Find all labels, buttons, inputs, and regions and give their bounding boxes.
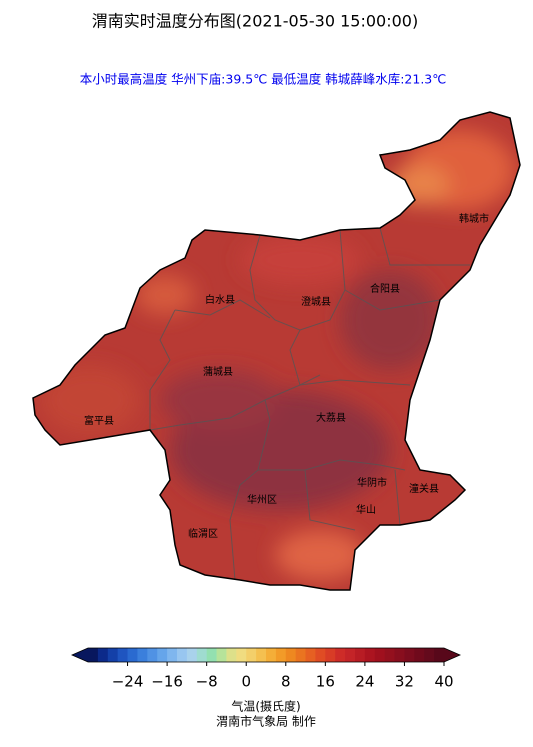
colorbar-segment bbox=[177, 648, 188, 662]
colorbar-segment bbox=[206, 648, 218, 662]
colorbar-segment bbox=[414, 648, 425, 662]
credit: 渭南市气象局 制作 bbox=[216, 714, 316, 729]
colorbar-segment bbox=[107, 648, 119, 662]
colorbar-extend-low bbox=[72, 648, 88, 662]
colorbar-segment bbox=[196, 648, 208, 662]
colorbar-segment bbox=[404, 648, 415, 662]
colorbar-segment bbox=[186, 648, 198, 662]
colorbar-segment bbox=[226, 648, 237, 662]
colorbar-tick-label: −24 bbox=[112, 673, 144, 691]
region-label: 澄城县 bbox=[301, 295, 331, 308]
colorbar-segment bbox=[285, 648, 297, 662]
colorbar-segment bbox=[355, 648, 366, 662]
region-label: 华阴市 bbox=[357, 476, 387, 489]
region-label: 富平县 bbox=[84, 414, 114, 427]
temperature-field bbox=[33, 112, 520, 590]
colorbar-segment bbox=[384, 648, 396, 662]
colorbar-tick-label: 8 bbox=[281, 673, 291, 691]
colorbar-segment bbox=[374, 648, 386, 662]
colorbar-segment bbox=[295, 648, 307, 662]
region-label: 潼关县 bbox=[409, 482, 439, 495]
colorbar-segment bbox=[88, 648, 99, 662]
colorbar-segment bbox=[246, 648, 257, 662]
region-label: 韩城市 bbox=[459, 212, 489, 225]
colorbar-segment bbox=[424, 648, 435, 662]
region-label: 蒲城县 bbox=[203, 365, 233, 378]
colorbar-segment bbox=[305, 648, 316, 662]
colorbar-segment bbox=[167, 648, 178, 662]
colorbar-label: 气温(摄氏度) bbox=[231, 699, 300, 714]
colorbar-segment bbox=[127, 648, 138, 662]
colorbar-tick-label: 16 bbox=[316, 673, 335, 691]
colorbar-segment bbox=[275, 648, 287, 662]
subtitle: 本小时最高温度 华州下庙:39.5℃ 最低温度 韩城薛峰水库:21.3℃ bbox=[80, 72, 447, 87]
colorbar-segment bbox=[315, 648, 326, 662]
colorbar-segment bbox=[137, 648, 148, 662]
colorbar-tick-label: −16 bbox=[151, 673, 183, 691]
colorbar-tick-label: 24 bbox=[355, 673, 374, 691]
colorbar-extend-high bbox=[444, 648, 460, 662]
colorbar-segment bbox=[364, 648, 376, 662]
region-label: 合阳县 bbox=[370, 282, 400, 295]
colorbar-segment bbox=[256, 648, 267, 662]
colorbar-segment bbox=[236, 648, 247, 662]
colorbar-segment bbox=[157, 648, 168, 662]
region-label: 临渭区 bbox=[188, 527, 218, 540]
colorbar-tick-label: 40 bbox=[434, 673, 453, 691]
colorbar: −24 −16 −8 0 8 16 24 32 40 bbox=[71, 647, 461, 691]
county-borders bbox=[149, 227, 470, 581]
region-label: 华州区 bbox=[247, 493, 277, 506]
colorbar-segment bbox=[147, 648, 158, 662]
colorbar-segment bbox=[335, 648, 346, 662]
colorbar-segment bbox=[97, 648, 109, 662]
colorbar-segment bbox=[394, 648, 405, 662]
colorbar-segment bbox=[117, 648, 129, 662]
region-label: 大荔县 bbox=[316, 411, 346, 424]
colorbar-segment bbox=[216, 648, 227, 662]
colorbar-segment bbox=[325, 648, 336, 662]
title: 渭南实时温度分布图(2021-05-30 15:00:00) bbox=[92, 12, 418, 31]
colorbar-segment bbox=[434, 648, 445, 662]
colorbar-tick-label: 0 bbox=[241, 673, 251, 691]
colorbar-segment bbox=[266, 648, 277, 662]
region-label: 华山 bbox=[356, 503, 376, 516]
colorbar-tick-label: −8 bbox=[196, 673, 218, 691]
region-label: 白水县 bbox=[205, 293, 235, 306]
region-labels: 韩城市 白水县 澄城县 合阳县 蒲城县 富平县 大荔县 华阴市 潼关县 华州区 … bbox=[84, 212, 489, 540]
colorbar-segment bbox=[345, 648, 356, 662]
colorbar-tick-label: 32 bbox=[395, 673, 414, 691]
